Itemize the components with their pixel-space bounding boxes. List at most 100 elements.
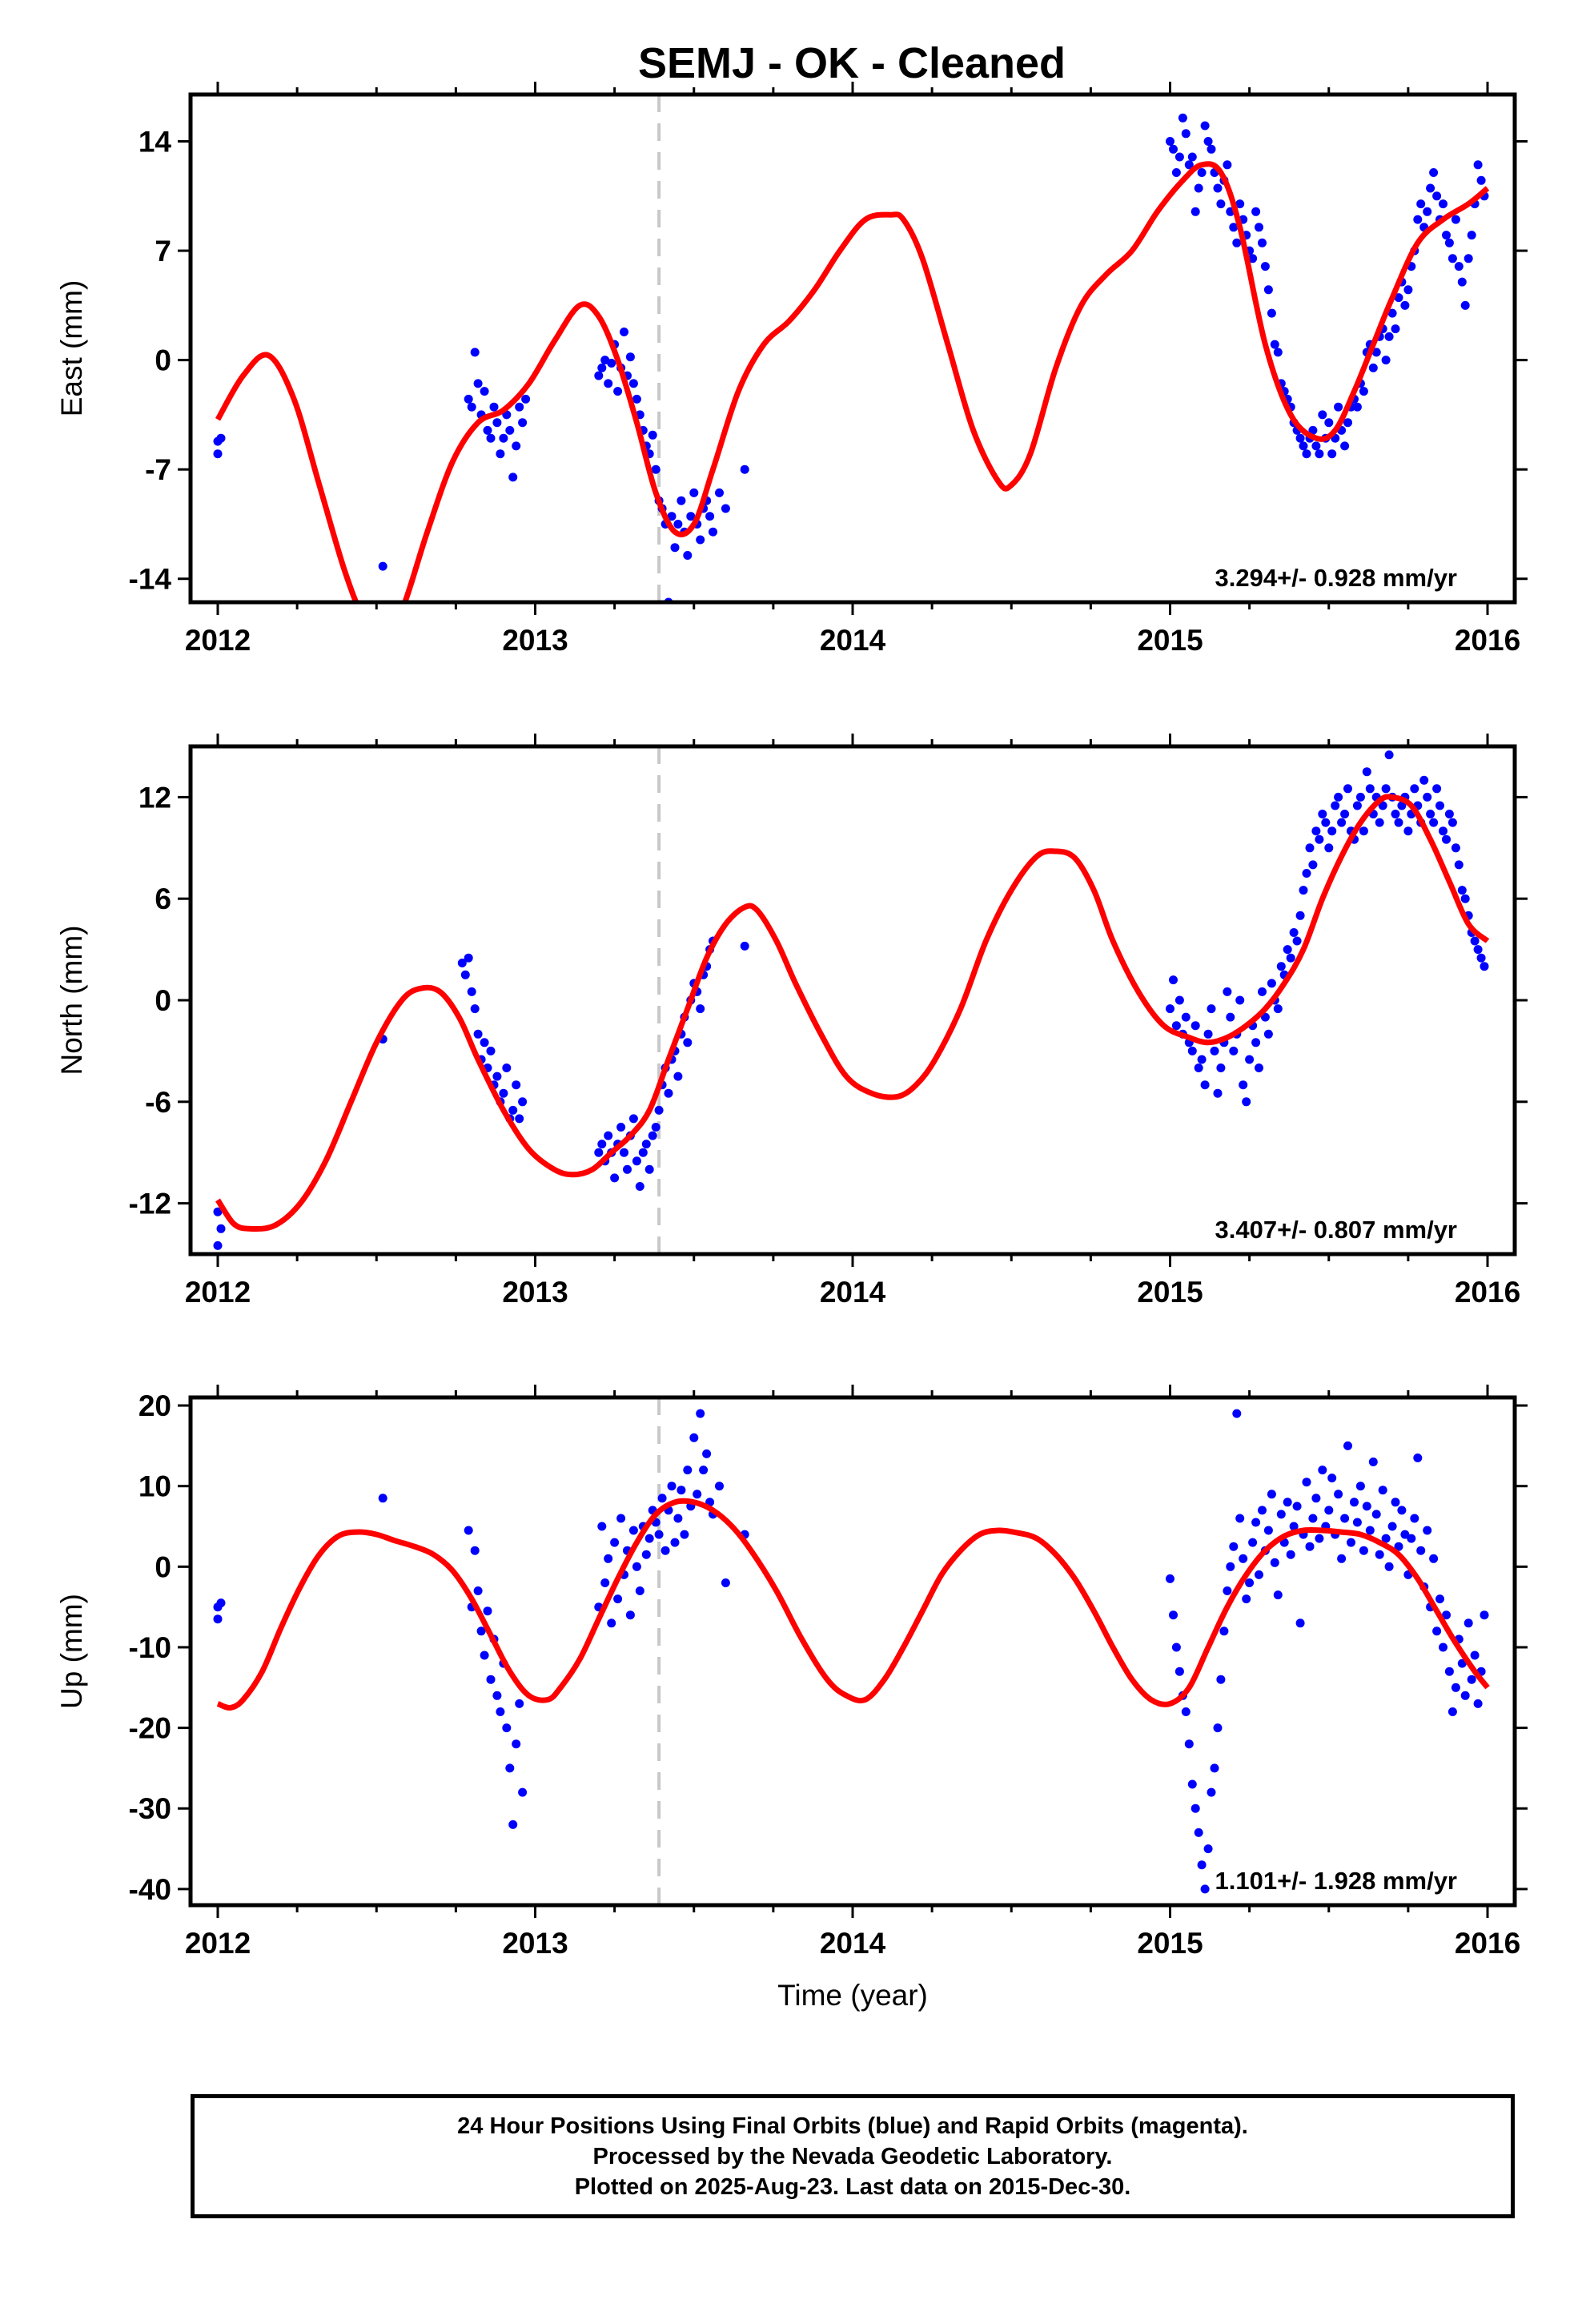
up-data-point [1423,1526,1432,1535]
up-data-point [644,1534,654,1543]
east-data-point [1273,348,1283,357]
up-x-tick-label: 2014 [820,1927,886,1960]
east-x-tick-label: 2015 [1137,624,1203,657]
east-data-point [1476,175,1486,185]
east-data-point [696,535,705,545]
north-data-point [1447,818,1457,827]
up-data-point [1432,1626,1442,1636]
east-data-point [1258,238,1267,247]
east-data-point [597,363,607,372]
east-x-tick-label: 2012 [185,624,251,657]
north-data-point [673,1072,683,1081]
north-y-tick-label: 0 [155,984,171,1017]
up-data-point [625,1610,635,1620]
figure-title: SEMJ - OK - Cleaned [638,39,1066,87]
east-data-point [1387,308,1397,318]
east-data-point [620,328,628,336]
up-data-point [1400,1530,1410,1539]
east-data-point [613,387,623,396]
north-data-point [1410,784,1419,794]
up-data-point [1355,1482,1365,1491]
east-data-point [1460,300,1470,310]
east-data-point [715,488,724,497]
up-data-point [1413,1454,1423,1462]
footer-line-3: Plotted on 2025-Aug-23. Last data on 201… [574,2173,1131,2200]
north-data-point [1210,1046,1219,1055]
up-data-point [677,1486,686,1495]
east-data-point [1213,183,1223,193]
east-data-point [1169,144,1178,154]
north-data-point [1194,1063,1203,1072]
north-data-point [1473,945,1483,955]
north-panel: 2012 2013 2014 2015 2016 -12 -6 0 6 12 North (mm) 3… [55,734,1528,1309]
up-data-point [1242,1594,1251,1604]
up-x-axis-label: Time (year) [777,1979,928,2012]
up-data-point [502,1723,512,1733]
up-data-point [476,1626,486,1636]
east-data-point [1181,129,1191,139]
north-data-point [457,959,467,967]
north-data-point [1403,826,1413,836]
east-y-axis-label: East (mm) [55,280,88,417]
up-data-point [1295,1618,1305,1628]
east-data-point [378,561,387,571]
north-data-point [1426,810,1435,818]
east-data-point [667,512,677,521]
north-data-point [473,1029,483,1039]
east-data-point [1432,191,1442,201]
east-data-point [628,379,638,388]
up-data-point [1270,1558,1279,1567]
north-data-point [1381,784,1391,794]
east-data-point [1327,449,1337,459]
up-data-point [1343,1441,1352,1450]
east-data-point [1454,262,1464,271]
up-data-point [607,1618,616,1628]
up-data-point [213,1614,223,1624]
up-data-point [1337,1554,1347,1563]
east-data-point [470,348,480,357]
north-data-point [1191,1021,1200,1031]
north-data-point [470,1004,480,1014]
up-data-point [1216,1675,1226,1684]
up-data-point [1327,1474,1337,1483]
east-data-point [1295,433,1305,443]
east-data-point [1197,168,1207,177]
east-data-point [689,488,699,497]
north-data-point [1174,995,1184,1005]
north-data-point [1375,818,1384,827]
up-data-point [1213,1723,1223,1733]
east-data-point [1371,348,1381,357]
up-data-point [1429,1554,1439,1563]
east-data-point [1299,441,1308,451]
up-data-point [680,1530,689,1539]
up-y-tick-label: 20 [139,1389,171,1422]
north-data-point [1289,928,1299,937]
up-data-point [673,1514,683,1523]
up-panel: 2012 2013 2014 2015 2016 -40 -30 -20 -10 0 10 20 Up … [55,1385,1528,2012]
east-data-point [1191,207,1200,216]
up-data-point [1248,1538,1258,1547]
east-panel: 2012 2013 2014 2015 2016 -14 -7 0 7 14 East (mm) 3.… [55,82,1528,657]
north-data-point [1187,1046,1197,1055]
north-data-point [1352,801,1362,810]
north-y-tick-label: -6 [145,1086,171,1119]
up-data-point [1302,1478,1311,1487]
up-y-axis-label: Up (mm) [55,1594,88,1709]
up-data-point [492,1691,502,1700]
north-data-point [1299,886,1308,895]
up-data-point [1308,1514,1318,1523]
north-data-point [213,1207,223,1216]
up-data-point [1347,1538,1355,1547]
up-data-point [1235,1514,1245,1523]
north-data-point [460,970,470,979]
up-data-point [1184,1739,1194,1749]
north-data-point [1423,792,1432,802]
east-data-point [686,512,696,521]
north-data-point [1451,843,1460,853]
up-data-point [628,1526,638,1535]
east-data-point [467,402,476,412]
north-data-point [508,1105,518,1115]
north-data-point [620,1148,628,1157]
up-data-point [1371,1510,1381,1519]
up-data-point [1460,1691,1470,1700]
